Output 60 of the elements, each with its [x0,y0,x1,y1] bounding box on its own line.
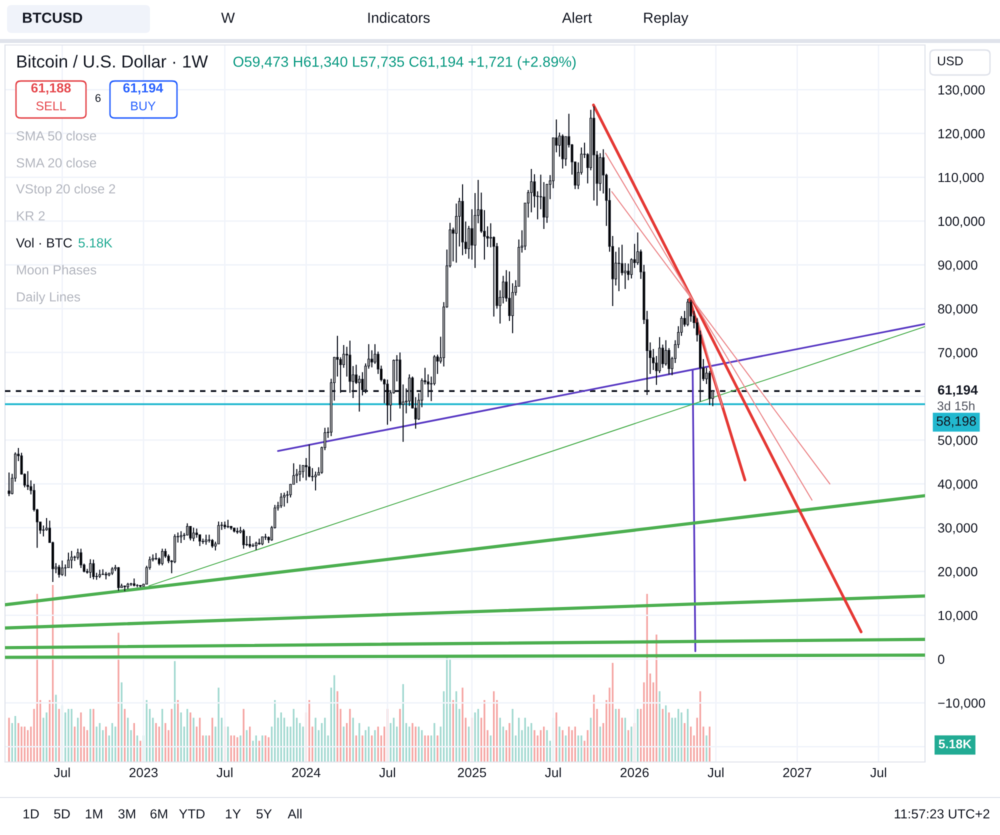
text: All [288,808,302,818]
x-tick-label: 2027 [783,768,812,778]
text: O59,473 H61,340 L57,735 C61,194 +1,721 (+2.89%) [233,56,576,70]
x-tick-label: Jul [545,768,561,778]
y-tick-label: 50,000 [938,436,978,447]
y-tick-label: 30,000 [938,523,978,534]
x-tick-label: 2025 [458,768,486,778]
text: Alert [562,12,592,23]
ref-line-label: 61,194 [938,385,978,396]
annotation: Daily Lines [17,292,80,304]
x-tick-label: 2024 [292,768,320,778]
text: 5D [54,809,70,819]
annotation: VStop 20 close 2 [16,184,116,196]
text: 3M [118,809,136,819]
annotation: 5.18K [78,238,112,248]
annotation: 6 [95,94,101,102]
x-tick-label: Jul [870,768,886,778]
annotation: SELL [36,102,66,110]
annotation: Vol · BTC [16,238,72,248]
y-tick-label: 120,000 [938,129,985,140]
ref-line-label: 58,198 [936,416,976,428]
y-tick-label: 0 [938,654,944,664]
text: 5Y [256,809,272,819]
x-tick-label: 2026 [620,768,649,778]
x-tick-label: 2023 [130,768,158,778]
x-tick-label: Jul [379,768,396,778]
text: 11:57:23 UTC+2 [894,809,990,819]
annotation: KR 2 [17,211,45,220]
text: 1M [86,809,102,818]
text: YTD [179,809,205,818]
y-tick-label: 110,000 [938,172,984,184]
annotation: 61,188 [31,83,71,94]
text: 1Y [226,809,241,818]
text: USD [938,56,963,66]
text: 1D [24,809,39,818]
text: 3d 15h [937,401,974,410]
text: BTCUSD [22,12,82,23]
x-tick-label: Jul [708,768,724,778]
text: 6M [150,809,168,819]
annotation: 61,194 [123,83,164,94]
y-tick-label: 40,000 [938,479,978,490]
y-tick-label: 10,000 [938,610,978,622]
x-tick-label: Jul [54,768,70,778]
chart-title: Bitcoin / U.S. Dollar · 1W [17,54,208,68]
y-tick-label: −10,000 [938,698,986,710]
y-tick-label: 80,000 [938,304,978,316]
y-tick-label: 100,000 [938,216,985,228]
text: 5.18K [938,740,972,748]
annotation: BUY [131,102,156,110]
x-tick-label: Jul [216,768,232,778]
y-tick-label: 130,000 [938,85,985,96]
annotation: Moon Phases [17,264,96,275]
text: W [221,12,235,23]
y-tick-label: 70,000 [938,348,978,359]
text: Indicators [368,12,430,23]
y-tick-label: 20,000 [938,567,978,578]
text: Replay [644,12,688,26]
annotation: SMA 50 close [16,130,96,141]
y-tick-label: 90,000 [938,260,978,272]
annotation: SMA 20 close [16,158,96,168]
